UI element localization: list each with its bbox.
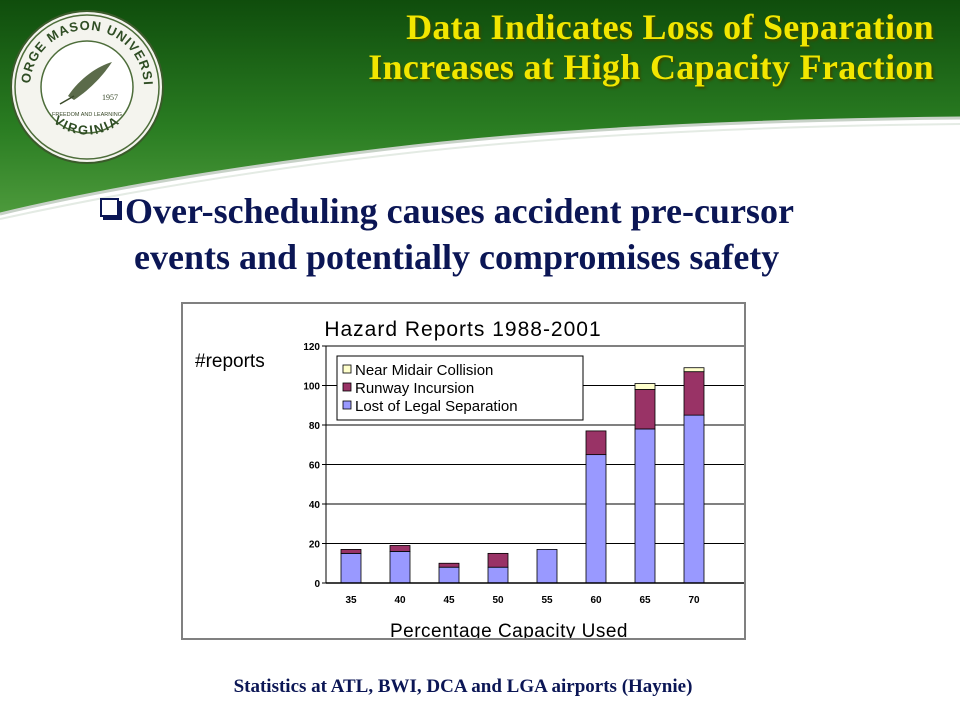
bullet-text-line-1: Over-scheduling causes accident pre-curs…: [125, 191, 794, 231]
seal-year: 1957: [102, 93, 118, 102]
x-tick-label: 35: [345, 595, 357, 606]
y-tick-label: 100: [303, 382, 320, 393]
bar-segment: [340, 552, 362, 584]
bar-segment: [634, 389, 656, 430]
x-tick-label: 60: [590, 595, 602, 606]
legend-entry: Runway Incursion: [355, 380, 474, 397]
chart-frame: Hazard Reports 1988-2001 #reports Percen…: [181, 302, 746, 640]
bar-segment: [683, 367, 705, 373]
chart-title: Hazard Reports 1988-2001: [324, 318, 601, 341]
axes: [322, 345, 744, 584]
bar-segment: [389, 545, 411, 552]
y-tick-label: 80: [309, 421, 321, 432]
legend-box: [336, 355, 584, 421]
bar-segment: [340, 549, 362, 554]
bar-segment: [487, 566, 509, 584]
checkbox-bullet-icon: [100, 198, 119, 217]
x-tick-label: 50: [492, 595, 504, 606]
slide-title-line-1: Data Indicates Loss of Separation: [406, 7, 934, 47]
x-tick-labels: 35 40 45 50 55 60 65 70: [345, 595, 700, 606]
bar-segment: [634, 428, 656, 584]
seal-motto: FREEDOM AND LEARNING: [52, 112, 122, 118]
legend-entry: Near Midair Collision: [355, 362, 493, 379]
bullet-text-line-2: events and potentially compromises safet…: [134, 237, 780, 277]
university-seal: GEORGE MASON UNIVERSITY VIRGINIA 1957 FR…: [8, 8, 164, 164]
legend-entry: Lost of Legal Separation: [355, 398, 518, 415]
bar-segment: [683, 371, 705, 416]
bar-segment: [585, 454, 607, 584]
bar-segment: [389, 550, 411, 584]
x-tick-label: 70: [688, 595, 700, 606]
x-tick-label: 55: [541, 595, 553, 606]
y-tick-labels: 0 20 40 60 80 100 120: [303, 342, 320, 590]
source-caption: Statistics at ATL, BWI, DCA and LGA airp…: [233, 676, 693, 697]
legend-swatch: [342, 382, 352, 392]
y-tick-label: 120: [303, 342, 320, 353]
bar-segment: [634, 383, 656, 390]
y-tick-label: 20: [309, 540, 321, 551]
bar-segment: [487, 552, 509, 568]
bullet-point: Over-scheduling causes accident pre-curs…: [100, 188, 950, 280]
x-tick-label: 45: [443, 595, 455, 606]
bar-segment: [438, 566, 460, 584]
slide-title-line-2: Increases at High Capacity Fraction: [368, 47, 934, 87]
legend-swatch: [342, 364, 352, 374]
quill-icon: [59, 62, 112, 105]
x-axis-label: Percentage Capacity Used: [390, 621, 628, 638]
y-tick-label: 0: [314, 579, 320, 590]
bar-segment: [536, 549, 558, 584]
y-axis-label: #reports: [195, 351, 265, 372]
header-band: [0, 0, 960, 220]
x-tick-label: 40: [394, 595, 406, 606]
bar-segment: [438, 562, 460, 568]
bar-segment: [585, 430, 607, 456]
y-tick-label: 40: [309, 500, 321, 511]
x-tick-label: 65: [639, 595, 651, 606]
bars: [340, 367, 705, 584]
legend-swatch: [342, 400, 352, 410]
bar-segment: [683, 414, 705, 584]
hazard-reports-chart: Hazard Reports 1988-2001 #reports Percen…: [195, 318, 744, 638]
y-tick-label: 60: [309, 461, 321, 472]
